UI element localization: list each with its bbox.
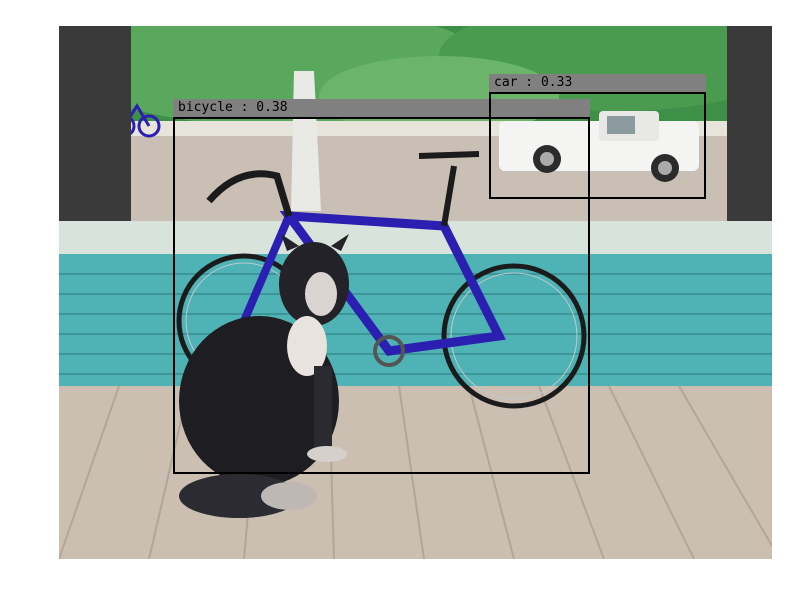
dog [179, 234, 349, 518]
bicycle-detection-box [173, 117, 590, 474]
car-detection-box [489, 92, 706, 199]
left-column [59, 26, 131, 251]
bicycle-detection-label: bicycle : 0.38 [173, 99, 590, 117]
car-detection-label: car : 0.33 [489, 74, 706, 92]
pickup-truck [499, 111, 699, 182]
